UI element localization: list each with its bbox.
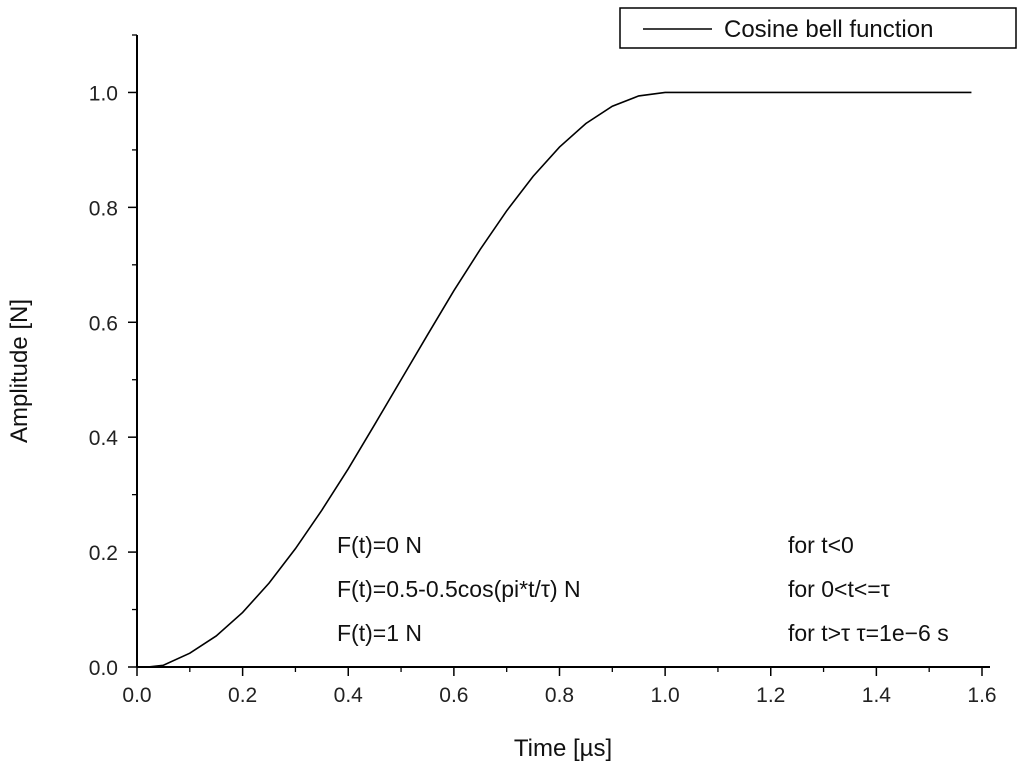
- x-tick-label: 1.6: [967, 684, 996, 707]
- x-tick-label: 0.6: [439, 684, 468, 707]
- x-tick-label: 0.8: [545, 684, 574, 707]
- y-tick-label: 0.8: [89, 197, 118, 220]
- annotation-left-2: F(t)=0.5-0.5cos(pi*t/τ) N: [337, 576, 581, 602]
- annotation-right-2: for 0<t<=τ: [788, 576, 890, 602]
- x-axis-title: Time [µs]: [514, 735, 612, 762]
- y-tick-label: 0.6: [89, 312, 118, 335]
- y-tick-label: 0.0: [89, 657, 118, 680]
- annotation-left-3: F(t)=1 N: [337, 620, 422, 646]
- x-tick-label: 0.4: [334, 684, 364, 707]
- annotation-right-3: for t>τ τ=1e−6 s: [788, 620, 949, 646]
- x-tick-label: 1.2: [756, 684, 785, 707]
- x-tick-label: 0.2: [228, 684, 257, 707]
- x-tick-label: 1.0: [651, 684, 680, 707]
- legend-box: [619, 7, 1017, 49]
- legend-label: Cosine bell function: [724, 16, 933, 43]
- y-tick-label: 0.4: [89, 427, 119, 450]
- x-ticks: 0.0 0.2 0.4 0.6 0.8 1.0 1.2 1.4 1.6: [122, 667, 997, 707]
- y-tick-label: 0.2: [89, 542, 118, 565]
- series-line-cosine-bell: [147, 91, 972, 668]
- equation-annotations: F(t)=0 N F(t)=0.5-0.5cos(pi*t/τ) N F(t)=…: [337, 532, 949, 646]
- y-tick-label: 1.0: [89, 82, 118, 105]
- y-axis-title: Amplitude [N]: [6, 299, 33, 443]
- legend: Cosine bell function: [619, 7, 1017, 49]
- x-tick-label: 0.0: [122, 684, 151, 707]
- y-ticks: 0.0 0.2 0.4 0.6 0.8 1.0: [89, 34, 137, 680]
- x-tick-label: 1.4: [862, 684, 892, 707]
- annotation-right-1: for t<0: [788, 532, 854, 558]
- annotation-left-1: F(t)=0 N: [337, 532, 422, 558]
